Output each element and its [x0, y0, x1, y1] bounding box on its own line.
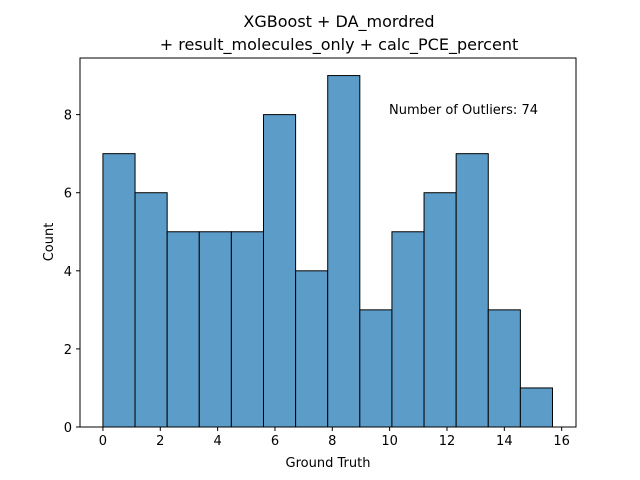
outliers-annotation: Number of Outliers: 74 — [389, 103, 538, 118]
x-axis-ticks: 0 2 4 6 8 10 12 14 16 — [99, 427, 570, 449]
y-tick-label: 2 — [64, 343, 72, 358]
histogram-bar — [519, 387, 553, 428]
chart-title-line2: + result_molecules_only + calc_PCE_perce… — [160, 35, 518, 55]
histogram-bar — [262, 114, 297, 428]
histogram-bar — [423, 192, 457, 428]
histogram-bar — [455, 153, 489, 428]
histogram-bar — [295, 270, 329, 428]
plot-area-frame — [79, 57, 577, 428]
x-tick-label: 12 — [439, 434, 456, 449]
x-tick-label: 16 — [553, 434, 570, 449]
x-tick-label: 0 — [99, 434, 107, 449]
x-tick-label: 8 — [328, 434, 336, 449]
histogram-bar — [327, 75, 361, 428]
y-tick-label: 6 — [64, 187, 72, 202]
histogram-bars — [102, 75, 553, 428]
x-tick-label: 6 — [271, 434, 279, 449]
histogram-bar — [198, 231, 232, 428]
y-axis-ticks: 0 2 4 6 8 — [64, 109, 80, 436]
histogram-bar — [391, 231, 425, 428]
y-tick-label: 4 — [64, 265, 72, 280]
x-tick-label: 2 — [156, 434, 164, 449]
chart-title-line1: XGBoost + DA_mordred — [243, 12, 434, 32]
histogram-bar — [359, 309, 393, 428]
histogram-bar — [487, 309, 521, 428]
x-tick-label: 14 — [496, 434, 513, 449]
x-tick-label: 10 — [381, 434, 398, 449]
x-tick-label: 4 — [213, 434, 221, 449]
histogram-bar — [102, 153, 136, 428]
histogram-bar — [166, 231, 200, 428]
histogram-bar — [134, 192, 168, 428]
y-tick-label: 8 — [64, 109, 72, 124]
y-axis-label: Count — [42, 223, 57, 262]
x-axis-label: Ground Truth — [286, 456, 371, 471]
y-tick-label: 0 — [64, 421, 72, 436]
histogram-bar — [230, 231, 264, 428]
